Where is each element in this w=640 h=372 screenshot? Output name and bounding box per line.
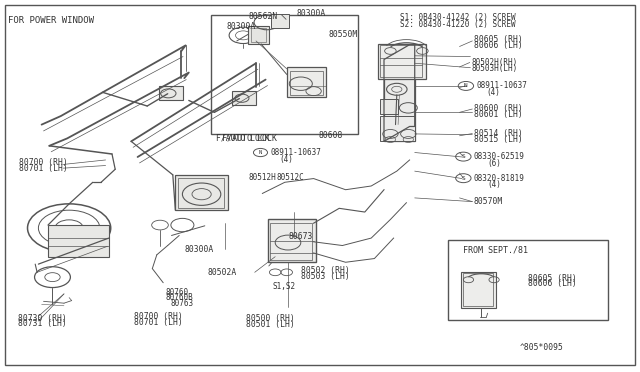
Bar <box>448 240 608 320</box>
Text: 80300A: 80300A <box>296 9 326 18</box>
Text: 80763: 80763 <box>171 299 194 308</box>
Text: 80550M: 80550M <box>328 30 358 39</box>
Text: 80515 (LH): 80515 (LH) <box>474 135 522 144</box>
Text: 80503 (LH): 80503 (LH) <box>301 272 349 281</box>
Text: S2: 08430-41220 (2) SCREW: S2: 08430-41220 (2) SCREW <box>400 20 516 29</box>
Text: F/AUTO LOCK: F/AUTO LOCK <box>216 134 270 143</box>
Bar <box>271 14 289 28</box>
Text: 80570M: 80570M <box>474 197 503 206</box>
Text: 80673: 80673 <box>289 232 313 241</box>
Text: 80605 (RH): 80605 (RH) <box>528 274 577 283</box>
Bar <box>463 273 493 306</box>
Text: 80512C: 80512C <box>276 173 304 182</box>
Bar <box>287 67 326 97</box>
Text: (6): (6) <box>487 159 501 168</box>
Text: 80514 (RH): 80514 (RH) <box>474 129 522 138</box>
Text: S1,S2: S1,S2 <box>273 282 296 291</box>
Bar <box>270 223 312 260</box>
Bar <box>178 178 224 208</box>
Text: 80700 (RH): 80700 (RH) <box>19 158 68 167</box>
Text: (4): (4) <box>487 180 501 189</box>
Text: ^805*0095: ^805*0095 <box>520 343 564 352</box>
Bar <box>159 86 183 100</box>
Bar <box>380 116 415 141</box>
Text: 80608: 80608 <box>319 131 343 140</box>
Bar <box>211 15 358 134</box>
Text: 80701 (LH): 80701 (LH) <box>19 164 68 173</box>
Text: 80606 (LH): 80606 (LH) <box>528 279 577 288</box>
Bar <box>380 45 422 77</box>
Text: N: N <box>259 150 262 155</box>
Text: 80500 (RH): 80500 (RH) <box>246 314 295 323</box>
Text: FOR POWER WINDOW: FOR POWER WINDOW <box>8 16 93 25</box>
Text: 80760: 80760 <box>166 288 189 296</box>
Text: 80605 (RH): 80605 (RH) <box>474 35 522 44</box>
Text: 80300A: 80300A <box>184 245 214 254</box>
Text: 80502 (RH): 80502 (RH) <box>301 266 349 275</box>
Text: 08320-81819: 08320-81819 <box>474 174 524 183</box>
Bar <box>378 44 426 79</box>
Text: N: N <box>464 83 468 89</box>
Bar <box>461 272 496 308</box>
Text: 08911-10637: 08911-10637 <box>476 81 527 90</box>
Text: F/AUTO LOCK: F/AUTO LOCK <box>222 134 277 143</box>
Text: S: S <box>461 176 465 181</box>
Bar <box>290 71 323 95</box>
Bar <box>232 91 256 105</box>
Text: FROM SEPT./81: FROM SEPT./81 <box>463 246 529 254</box>
Text: S1: 0B430-41242 (2) SCREW: S1: 0B430-41242 (2) SCREW <box>400 13 516 22</box>
Text: 80503H(LH): 80503H(LH) <box>471 64 517 73</box>
Bar <box>268 219 316 262</box>
Text: 80502H(RH): 80502H(RH) <box>471 58 517 67</box>
Text: 80562N: 80562N <box>248 12 278 21</box>
Text: 80600 (RH): 80600 (RH) <box>474 105 522 113</box>
Text: 80730 (RH): 80730 (RH) <box>18 314 67 323</box>
Text: S: S <box>461 154 465 159</box>
Text: 80512H: 80512H <box>249 173 276 182</box>
Bar <box>380 99 398 114</box>
Bar <box>248 26 269 44</box>
Text: 80601 (LH): 80601 (LH) <box>474 110 522 119</box>
Text: 80502A: 80502A <box>208 268 237 277</box>
Text: 80731 (LH): 80731 (LH) <box>18 319 67 328</box>
Text: 80501 (LH): 80501 (LH) <box>246 320 295 329</box>
Bar <box>175 175 228 210</box>
Text: 80701 (LH): 80701 (LH) <box>134 318 182 327</box>
Text: 80300A: 80300A <box>227 22 256 31</box>
Text: 80606 (LH): 80606 (LH) <box>474 41 522 50</box>
Bar <box>251 28 266 42</box>
Text: 08330-62519: 08330-62519 <box>474 152 524 161</box>
Text: 08911-10637: 08911-10637 <box>270 148 321 157</box>
Text: (4): (4) <box>280 155 294 164</box>
Bar <box>48 225 109 257</box>
Bar <box>384 45 415 141</box>
Text: (4): (4) <box>486 88 500 97</box>
Text: 80700 (RH): 80700 (RH) <box>134 312 182 321</box>
Text: 80760B: 80760B <box>166 293 193 302</box>
